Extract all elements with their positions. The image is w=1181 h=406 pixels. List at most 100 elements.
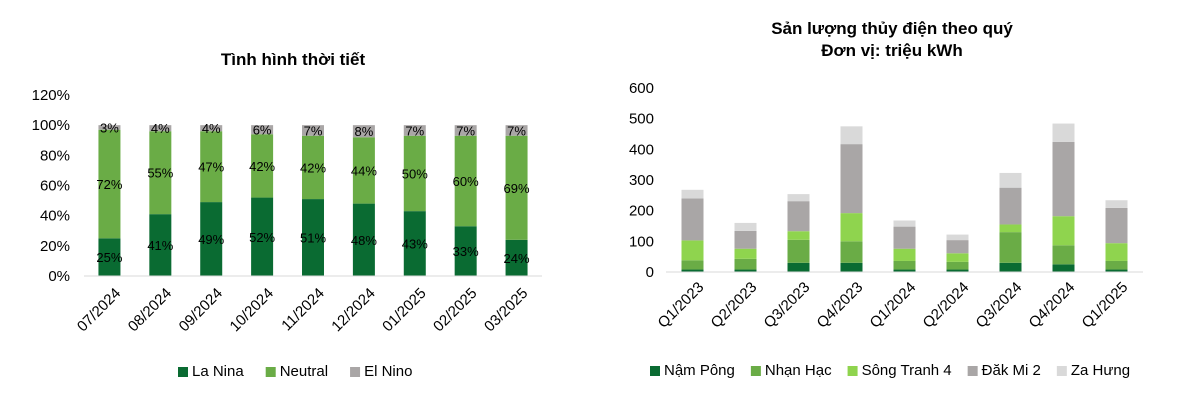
weather-chart-title: Tình hình thời tiết — [221, 50, 366, 69]
bar-segment-nhạn-hạc — [734, 258, 757, 270]
bar-segment-za-hưng — [999, 172, 1022, 188]
bar-segment-nậm-pông — [893, 269, 916, 272]
y-tick-label: 400 — [629, 141, 654, 158]
data-label: 7% — [456, 123, 475, 138]
bar-segment-la-nina — [302, 199, 324, 276]
y-tick-label: 600 — [629, 80, 654, 97]
bar-segment-neutral — [505, 135, 528, 240]
bar-segment-nhạn-hạc — [999, 232, 1022, 263]
x-tick-label: 02/2025 — [430, 285, 480, 335]
legend-label: Sông Tranh 4 — [862, 362, 952, 379]
bar-segment-la-nina — [149, 214, 172, 276]
bar-segment-neutral — [149, 131, 172, 215]
bar-segment-nhạn-hạc — [893, 260, 916, 270]
bar-segment-el-nino — [505, 125, 528, 136]
y-tick-label: 300 — [629, 172, 654, 189]
bar-segment-đăk-mi-2 — [1052, 141, 1075, 217]
data-label: 25% — [96, 250, 122, 265]
y-tick-label: 60% — [40, 178, 70, 195]
legend-label: Za Hưng — [1071, 362, 1130, 379]
hydro-output-chart: Sản lượng thủy điện theo quý Đơn vị: tri… — [629, 19, 1143, 379]
bar-segment-neutral — [352, 137, 375, 204]
data-label: 47% — [198, 160, 224, 175]
legend-label: Đăk Mi 2 — [982, 362, 1041, 379]
bar-segment-đăk-mi-2 — [734, 230, 757, 249]
x-tick-label: Q2/2024 — [920, 279, 973, 332]
legend-swatch — [847, 366, 858, 376]
data-label: 7% — [304, 123, 323, 138]
legend-label: El Nino — [364, 363, 412, 380]
legend-label: Neutral — [280, 363, 328, 380]
y-tick-label: 120% — [32, 87, 70, 104]
bar-segment-la-nina — [403, 211, 426, 276]
bar-segment-nậm-pông — [1052, 264, 1075, 272]
bar-segment-neutral — [98, 129, 121, 239]
data-label: 51% — [300, 231, 326, 246]
data-label: 4% — [202, 121, 221, 136]
bar-segment-neutral — [200, 131, 223, 203]
bar-segment-nậm-pông — [681, 269, 704, 272]
weather-chart-bars: 25% 72% 3% 41% 55% 4% 49% 47% 4% 52% 42% 6% 51% 42% 7%… — [96, 120, 530, 276]
data-label: 48% — [351, 233, 377, 248]
bar-segment-za-hưng — [840, 126, 863, 145]
bar-segment-la-nina — [200, 202, 223, 276]
legend-swatch — [650, 366, 660, 376]
bar-segment-el-nino — [352, 125, 375, 138]
bar-segment-neutral — [454, 135, 477, 227]
y-tick-label: 0 — [646, 264, 654, 281]
data-label: 7% — [405, 123, 424, 138]
legend-swatch — [750, 366, 761, 376]
bar-segment-za-hưng — [893, 220, 916, 227]
bar-segment-za-hưng — [1105, 200, 1128, 208]
x-tick-label: Q1/2024 — [867, 279, 920, 332]
bar-segment-sông-tranh-4 — [840, 213, 863, 242]
bar-segment-nhạn-hạc — [946, 261, 969, 270]
data-label: 42% — [249, 159, 275, 174]
bar-segment-za-hưng — [1052, 123, 1075, 142]
x-tick-label: 03/2025 — [481, 285, 531, 335]
bar-segment-sông-tranh-4 — [946, 253, 969, 262]
x-tick-label: Q3/2023 — [761, 279, 814, 332]
y-tick-label: 20% — [40, 238, 70, 255]
y-tick-label: 200 — [629, 203, 654, 220]
bar-segment-el-nino — [149, 125, 172, 132]
x-tick-label: Q1/2025 — [1079, 279, 1132, 332]
bar-segment-nhạn-hạc — [1052, 245, 1075, 265]
bar-segment-el-nino — [98, 125, 121, 130]
weather-chart-legend: La Nina Neutral El Nino — [178, 363, 412, 380]
bar-segment-đăk-mi-2 — [946, 240, 969, 254]
weather-chart-y-axis: 0% 20% 40% 60% 80% 100% 120% — [32, 87, 70, 285]
bar-segment-nhạn-hạc — [840, 241, 863, 263]
bar-segment-el-nino — [251, 125, 274, 135]
y-tick-label: 500 — [629, 111, 654, 128]
x-tick-label: Q3/2024 — [973, 279, 1026, 332]
data-label: 7% — [507, 123, 526, 138]
bar-segment-nậm-pông — [840, 262, 863, 272]
bar-segment-sông-tranh-4 — [1105, 243, 1128, 261]
data-label: 55% — [147, 166, 173, 181]
bar-segment-sông-tranh-4 — [787, 231, 810, 240]
bar-segment-nậm-pông — [946, 269, 969, 272]
hydro-chart-y-axis: 0 100 200 300 400 500 600 — [629, 80, 654, 281]
bar-segment-la-nina — [251, 197, 274, 276]
y-tick-label: 0% — [48, 268, 70, 285]
bar-segment-nhạn-hạc — [787, 239, 810, 263]
weather-chart-x-axis: 07/2024 08/2024 09/2024 10/2024 11/2024 12/20… — [74, 275, 542, 335]
data-label: 33% — [453, 244, 479, 259]
bar-segment-đăk-mi-2 — [787, 201, 810, 232]
legend-swatch — [265, 367, 276, 377]
x-tick-label: 10/2024 — [227, 285, 277, 335]
legend-swatch — [350, 367, 361, 377]
x-tick-label: 11/2024 — [278, 285, 328, 335]
bar-segment-neutral — [403, 135, 426, 212]
bar-segment-neutral — [251, 134, 274, 198]
legend-swatch — [1056, 366, 1067, 376]
bar-segment-đăk-mi-2 — [893, 226, 916, 249]
data-label: 60% — [453, 174, 479, 189]
data-label: 8% — [354, 124, 373, 139]
bar-segment-đăk-mi-2 — [1105, 207, 1128, 244]
x-tick-label: 07/2024 — [74, 285, 124, 335]
bar-segment-la-nina — [505, 239, 528, 276]
bar-segment-za-hưng — [681, 189, 704, 199]
data-label: 41% — [147, 238, 173, 253]
